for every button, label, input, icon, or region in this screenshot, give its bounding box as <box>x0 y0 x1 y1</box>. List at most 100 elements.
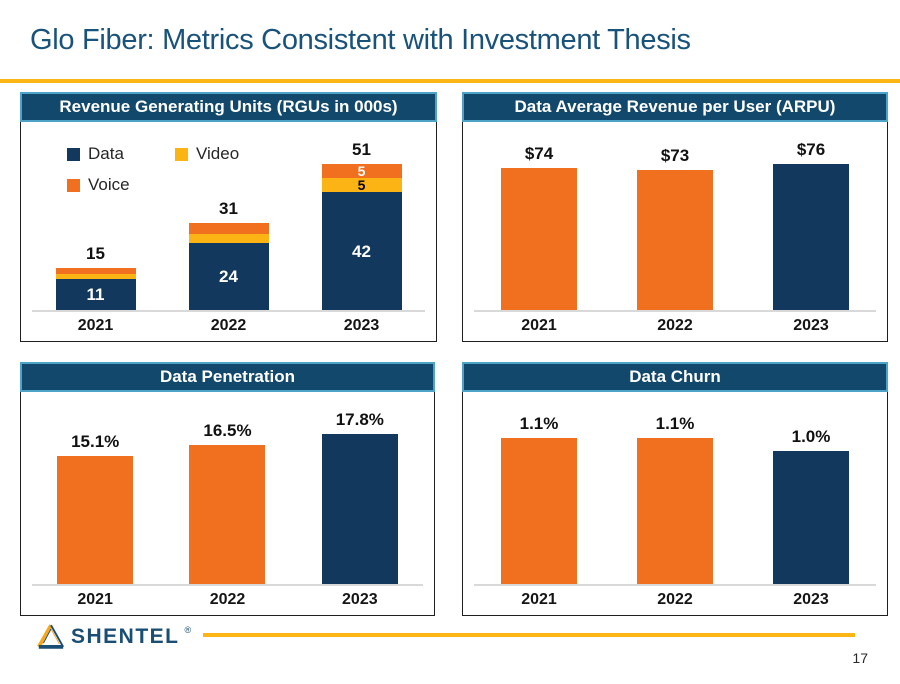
bar <box>637 437 713 584</box>
shentel-triangle-icon <box>37 624 65 649</box>
bar-segment-video <box>188 234 269 243</box>
chart-column: 31 24 <box>162 128 295 310</box>
chart-column: 1.0% <box>743 398 879 584</box>
x-axis-label: 2023 <box>342 591 378 608</box>
bar-value-label: 17.8% <box>335 409 384 429</box>
slide-title: Glo Fiber: Metrics Consistent with Inves… <box>30 24 691 56</box>
bar-segment-video <box>55 273 136 280</box>
chart-column: $76 <box>743 128 879 310</box>
bar-segment-voice <box>55 268 136 274</box>
rgu-x-axis-line <box>32 310 425 312</box>
x-axis-label: 2023 <box>793 591 829 608</box>
shentel-logo: SHENTEL ® <box>36 623 191 650</box>
bar <box>501 437 577 584</box>
x-axis-label: 2022 <box>657 591 693 608</box>
bar-value-label: 15.1% <box>71 432 120 452</box>
footer-rule <box>203 633 855 637</box>
x-axis-label: 2023 <box>343 317 380 334</box>
arpu-x-axis: 2021 2022 2023 <box>471 312 879 338</box>
churn-chart-panel: Data Churn 1.1% 1.1% 1.0% 2021 2022 2023 <box>462 362 888 616</box>
legend-item-data: Data <box>67 144 175 164</box>
x-axis-label: 2022 <box>657 317 693 334</box>
penetration-x-axis: 2021 2022 2023 <box>29 586 426 612</box>
chart-column: $74 <box>471 128 607 310</box>
rgu-legend: Data Video Voice <box>67 144 239 195</box>
legend-item-voice: Voice <box>67 175 175 195</box>
chart-column: 51 5 5 42 <box>295 128 428 310</box>
chart-column: 15 11 <box>29 128 162 310</box>
x-axis-label: 2022 <box>210 317 247 334</box>
bar-value-label: 1.1% <box>519 413 559 433</box>
bar <box>321 433 398 584</box>
penetration-chart-body: 15.1% 16.5% 17.8% 2021 2022 2023 <box>20 392 435 616</box>
bar-segment-data: 42 <box>321 192 402 310</box>
x-axis-label: 2021 <box>521 317 557 334</box>
bar-segment-data: 24 <box>188 242 269 310</box>
rgu-chart: 15 11 31 24 51 5 5 42 2021 2022 2023 <box>29 128 428 338</box>
chart-column: 17.8% <box>294 398 426 584</box>
registered-mark: ® <box>184 624 192 635</box>
bar-value-label: 1.1% <box>655 413 695 433</box>
chart-column: 1.1% <box>471 398 607 584</box>
arpu-x-axis-line <box>474 310 876 312</box>
churn-x-axis-line <box>474 584 876 586</box>
bar-value-label: 16.5% <box>203 420 252 440</box>
video-series-swatch <box>175 147 188 161</box>
legend-label-data: Data <box>88 144 124 163</box>
bar-total-label: 51 <box>352 140 371 160</box>
arpu-chart: $74 $73 $76 2021 2022 2023 <box>471 128 879 338</box>
churn-chart-title: Data Churn <box>629 367 721 386</box>
bar-total-label: 15 <box>86 244 105 264</box>
bar <box>189 444 266 584</box>
penetration-chart-header: Data Penetration <box>20 362 435 392</box>
churn-plot-area: 1.1% 1.1% 1.0% <box>471 398 879 584</box>
x-axis-label: 2021 <box>77 317 114 334</box>
page-number: 17 <box>852 650 868 666</box>
bar-value-label: 1.0% <box>791 427 831 447</box>
x-axis-label: 2022 <box>209 591 246 608</box>
chart-column: $73 <box>607 128 743 310</box>
rgu-chart-panel: Revenue Generating Units (RGUs in 000s) … <box>20 92 437 342</box>
penetration-chart-title: Data Penetration <box>159 367 296 386</box>
bar-segment-data: 11 <box>55 279 136 310</box>
bar-value-label: $76 <box>796 140 826 160</box>
bar-segment-voice <box>188 223 269 235</box>
x-axis-label: 2023 <box>793 317 829 334</box>
legend-label-voice: Voice <box>88 175 130 194</box>
legend-label-video: Video <box>196 144 240 163</box>
bar-segment-video: 5 <box>321 178 402 193</box>
bar-total-label: 31 <box>219 199 238 219</box>
shentel-logo-text: SHENTEL <box>71 624 180 648</box>
x-axis-label: 2021 <box>521 591 557 608</box>
voice-series-swatch <box>67 178 80 192</box>
legend-item-video: Video <box>175 144 239 164</box>
bar <box>773 164 849 310</box>
bar <box>501 168 577 310</box>
churn-chart-body: 1.1% 1.1% 1.0% 2021 2022 2023 <box>462 392 888 616</box>
rgu-chart-title: Revenue Generating Units (RGUs in 000s) <box>59 97 398 116</box>
churn-x-axis: 2021 2022 2023 <box>471 586 879 612</box>
x-axis-label: 2021 <box>77 591 113 608</box>
arpu-chart-body: $74 $73 $76 2021 2022 2023 <box>462 122 888 342</box>
rgu-x-axis: 2021 2022 2023 <box>29 312 428 338</box>
rgu-chart-body: Data Video Voice 15 11 31 24 51 5 5 42 2021 2022… <box>20 122 437 342</box>
penetration-x-axis-line <box>32 584 423 586</box>
rgu-chart-header: Revenue Generating Units (RGUs in 000s) <box>20 92 437 122</box>
bar-value-label: $73 <box>660 146 690 166</box>
churn-chart-header: Data Churn <box>462 362 888 392</box>
chart-column: 15.1% <box>29 398 161 584</box>
penetration-plot-area: 15.1% 16.5% 17.8% <box>29 398 426 584</box>
penetration-chart: 15.1% 16.5% 17.8% 2021 2022 2023 <box>29 398 426 612</box>
chart-column: 16.5% <box>161 398 293 584</box>
arpu-chart-panel: Data Average Revenue per User (ARPU) $74… <box>462 92 888 342</box>
arpu-chart-header: Data Average Revenue per User (ARPU) <box>462 92 888 122</box>
churn-chart: 1.1% 1.1% 1.0% 2021 2022 2023 <box>471 398 879 612</box>
arpu-plot-area: $74 $73 $76 <box>471 128 879 310</box>
data-series-swatch <box>67 147 80 161</box>
bar-value-label: $74 <box>524 144 554 164</box>
title-divider-rule <box>0 79 900 83</box>
bar <box>637 170 713 310</box>
rgu-plot-area: 15 11 31 24 51 5 5 42 <box>29 128 428 310</box>
bar <box>57 456 134 584</box>
arpu-chart-title: Data Average Revenue per User (ARPU) <box>514 97 836 116</box>
